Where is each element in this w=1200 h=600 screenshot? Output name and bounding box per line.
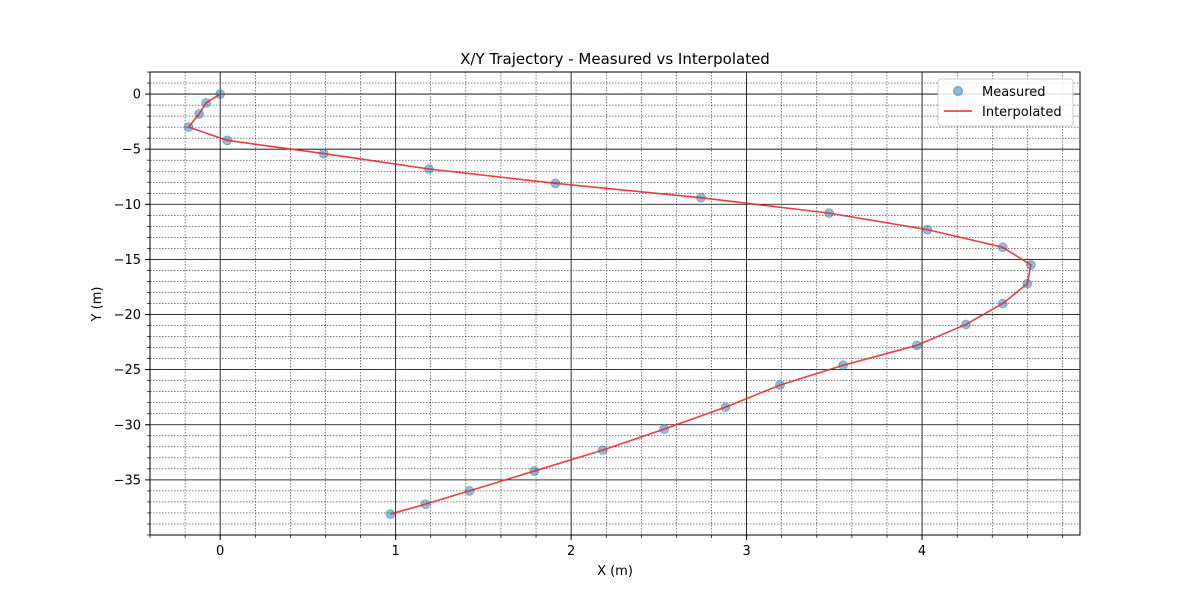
x-tick-label: 1 (392, 544, 400, 559)
legend: Measured Interpolated (937, 78, 1074, 127)
y-tick-label: −30 (114, 418, 141, 433)
interpolated-line (187, 93, 1032, 515)
y-axis-label: Y (m) (90, 287, 105, 323)
x-axis-ticks: 0 1 2 3 4 (149, 535, 1063, 559)
x-tick-label: 2 (567, 544, 575, 559)
y-tick-label: −20 (114, 308, 141, 323)
x-tick-label: 0 (216, 544, 224, 559)
y-tick-label: −10 (114, 198, 141, 213)
y-tick-label: −25 (114, 363, 141, 378)
legend-marker-measured (953, 86, 963, 96)
plot-layer (183, 89, 1036, 519)
legend-label-interpolated: Interpolated (982, 105, 1062, 120)
x-tick-label: 4 (918, 544, 926, 559)
chart-title: X/Y Trajectory - Measured vs Interpolate… (460, 50, 770, 68)
y-tick-label: −35 (114, 473, 141, 488)
x-axis-label: X (m) (597, 564, 633, 579)
legend-frame (937, 78, 1074, 127)
y-tick-label: −5 (122, 143, 141, 158)
major-grid (150, 72, 1080, 535)
y-tick-label: 0 (133, 88, 141, 103)
x-tick-label: 3 (742, 544, 750, 559)
legend-label-measured: Measured (982, 85, 1046, 100)
y-tick-label: −15 (114, 253, 141, 268)
y-axis-ticks: 0 −5 −10 −15 −20 −25 −30 −35 (114, 71, 150, 536)
